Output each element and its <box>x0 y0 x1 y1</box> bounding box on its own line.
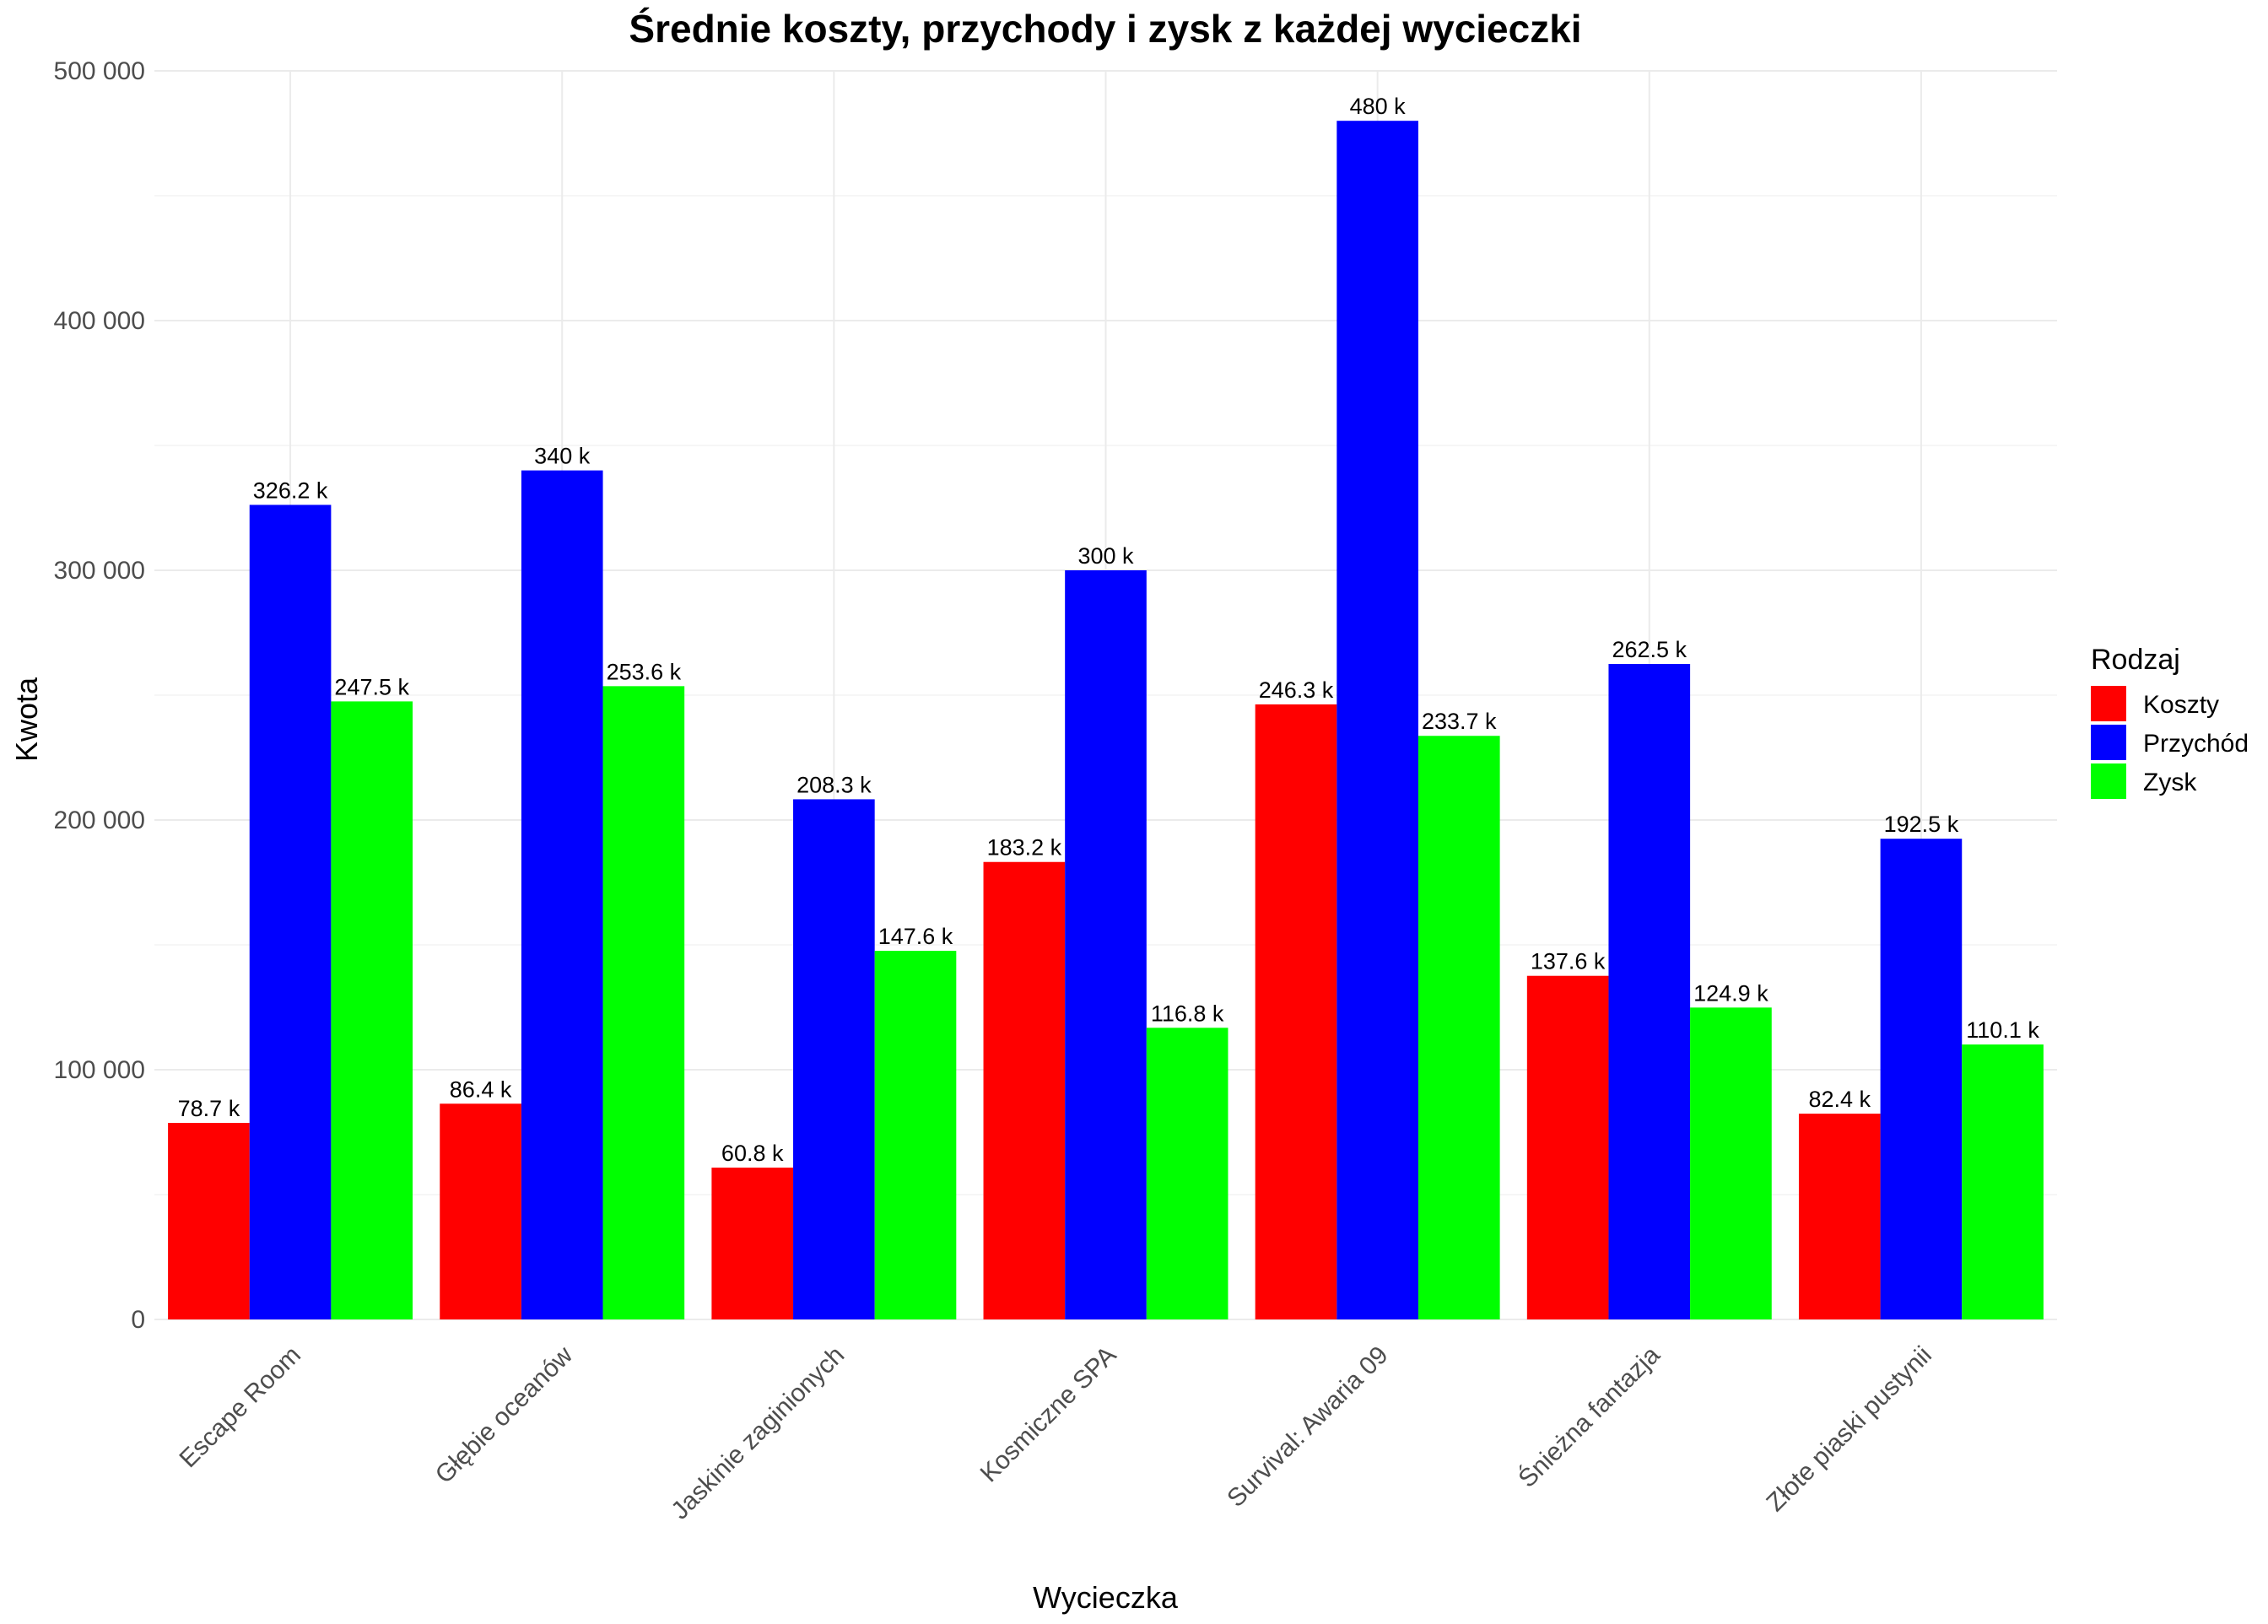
bar-przychód <box>1880 839 1963 1319</box>
data-label: 480 k <box>1350 94 1407 119</box>
y-tick-label: 300 000 <box>54 557 145 585</box>
bar-przychód <box>249 504 332 1319</box>
x-tick-label: Survival: Awaria 09 <box>1222 1341 1393 1513</box>
data-label: 208.3 k <box>796 772 872 797</box>
legend: Rodzaj Koszty Przychód Zysk <box>2091 644 2249 799</box>
data-label: 300 k <box>1077 543 1134 569</box>
y-tick-label: 500 000 <box>54 57 145 85</box>
y-axis-title: Kwota <box>9 677 44 762</box>
bar-zysk <box>1418 736 1500 1319</box>
data-label: 147.6 k <box>878 924 953 949</box>
data-label: 137.6 k <box>1531 949 1606 974</box>
x-tick-label: Escape Room <box>174 1341 306 1474</box>
legend-label: Koszty <box>2143 691 2219 719</box>
y-tick-label: 100 000 <box>54 1056 145 1084</box>
data-label: 86.4 k <box>450 1076 512 1102</box>
data-label: 262.5 k <box>1612 637 1687 662</box>
legend-title: Rodzaj <box>2091 644 2180 676</box>
bar-przychód <box>521 470 603 1319</box>
y-axis: 0 100 000 200 000 300 000 400 000 500 000 <box>54 57 145 1334</box>
chart-title: Średnie koszty, przychody i zysk z każde… <box>629 7 1581 51</box>
legend-swatch-przychód <box>2091 725 2126 760</box>
bar-koszty <box>983 861 1066 1319</box>
bar-zysk <box>1690 1007 1772 1319</box>
legend-items: Koszty Przychód Zysk <box>2091 686 2249 799</box>
bar-zysk <box>1962 1044 2044 1319</box>
data-label: 247.5 k <box>334 674 409 699</box>
bar-koszty <box>1526 975 1609 1319</box>
bar-koszty <box>440 1103 521 1319</box>
y-tick-label: 200 000 <box>54 807 145 834</box>
bar-przychód <box>1336 121 1418 1320</box>
x-tick-label: Kosmiczne SPA <box>975 1341 1122 1488</box>
bars <box>168 121 2044 1320</box>
data-label: 246.3 k <box>1259 677 1334 703</box>
bar-koszty <box>1798 1114 1881 1319</box>
legend-swatch-zysk <box>2091 763 2126 799</box>
bar-zysk <box>874 951 957 1319</box>
y-tick-label: 400 000 <box>54 307 145 335</box>
bar-koszty <box>711 1168 794 1319</box>
bar-zysk <box>602 686 685 1319</box>
x-axis: Escape Room Głębie oceanów Jaskinie zagini… <box>174 1341 1936 1525</box>
y-tick-label: 0 <box>131 1306 145 1334</box>
data-labels: 78.7 k 326.2 k 247.5 k 86.4 k 340 k 253.6 k 60… <box>178 94 2040 1166</box>
data-label: 82.4 k <box>1809 1087 1871 1112</box>
x-tick-label: Śnieżna fantazja <box>1513 1341 1666 1493</box>
data-label: 183.2 k <box>987 835 1062 861</box>
data-label: 124.9 k <box>1693 980 1768 1006</box>
data-label: 233.7 k <box>1422 709 1497 734</box>
bar-przychód <box>793 799 875 1319</box>
data-label: 326.2 k <box>253 477 328 503</box>
data-label: 192.5 k <box>1884 812 1959 837</box>
bar-zysk <box>331 701 413 1319</box>
data-label: 340 k <box>534 444 591 469</box>
x-tick-label: Jaskinie zaginionych <box>666 1341 850 1525</box>
legend-swatch-koszty <box>2091 686 2126 721</box>
legend-label: Zysk <box>2143 769 2197 796</box>
x-tick-label: Złote piaski pustynii <box>1761 1341 1936 1517</box>
bar-koszty <box>1255 704 1337 1319</box>
legend-label: Przychód <box>2143 730 2249 758</box>
data-label: 253.6 k <box>607 659 682 684</box>
bar-przychód <box>1608 664 1691 1319</box>
data-label: 78.7 k <box>178 1096 240 1121</box>
bar-zysk <box>1146 1028 1228 1319</box>
data-label: 116.8 k <box>1151 1001 1224 1026</box>
data-label: 60.8 k <box>721 1141 784 1166</box>
x-tick-label: Głębie oceanów <box>430 1341 579 1489</box>
bar-przychód <box>1065 570 1147 1319</box>
data-label: 110.1 k <box>1966 1017 2039 1043</box>
x-axis-title: Wycieczka <box>1033 1580 1179 1615</box>
bar-koszty <box>168 1123 250 1319</box>
